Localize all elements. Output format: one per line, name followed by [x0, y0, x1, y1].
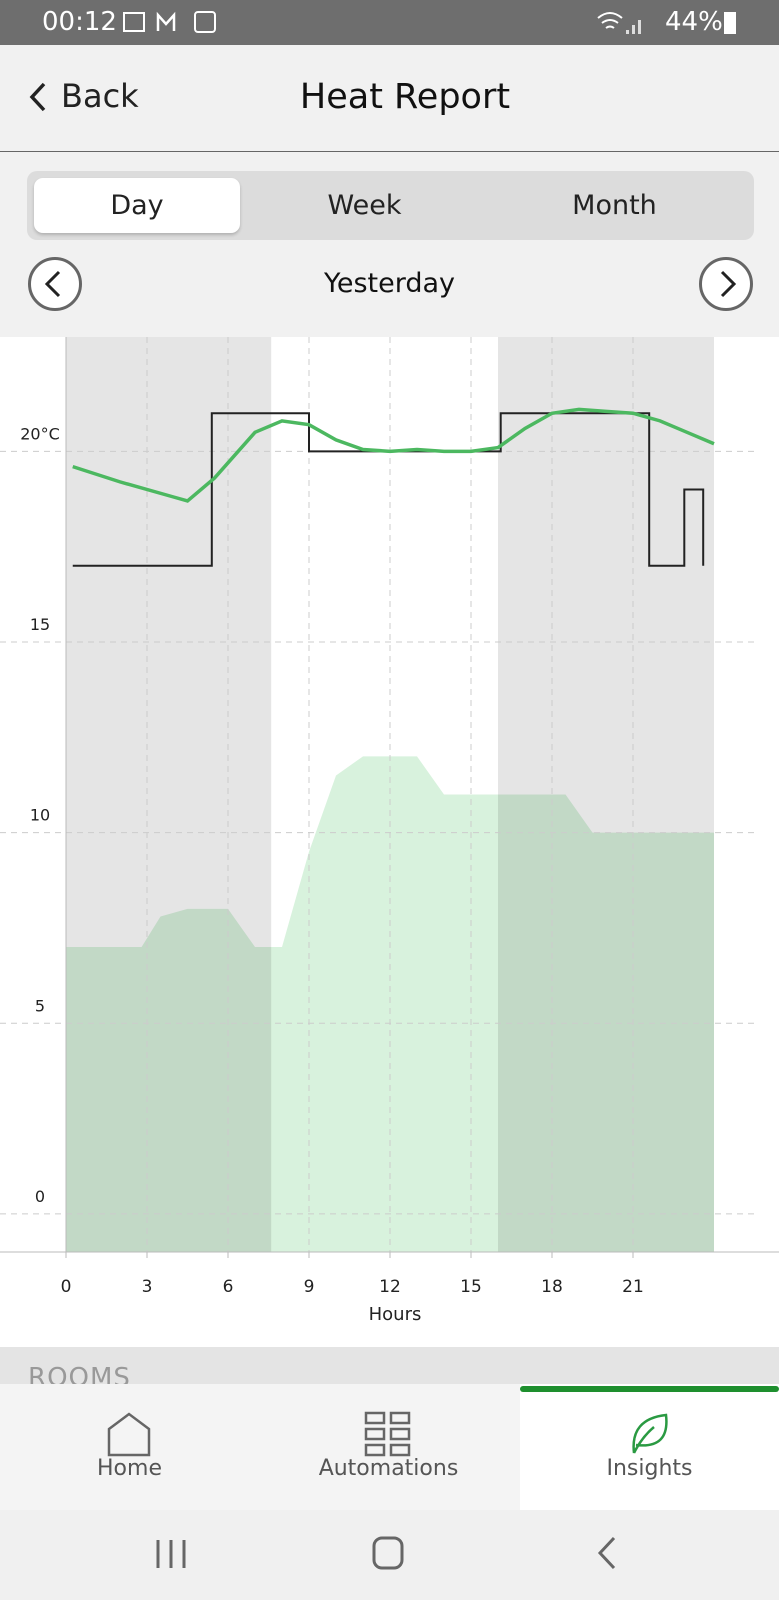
y-tick-label: 15	[30, 615, 50, 634]
x-tick-label: 21	[622, 1277, 644, 1297]
line	[72, 412, 705, 567]
bottom-nav: Home Automations Insights	[0, 1384, 779, 1510]
y-tick-label: 5	[35, 996, 45, 1015]
next-button[interactable]	[699, 257, 753, 311]
clock: 00:12	[42, 7, 117, 37]
tab-month[interactable]: Month	[572, 190, 657, 221]
x-tick-label: 18	[541, 1277, 563, 1297]
period-label: Yesterday	[323, 268, 456, 299]
band	[498, 337, 714, 1252]
x-tick-label: 3	[142, 1277, 153, 1297]
nav-label: Home	[97, 1456, 162, 1481]
battery-text: 44%	[665, 7, 723, 37]
status-icons	[123, 11, 216, 33]
x-tick-label: 12	[379, 1277, 401, 1297]
nav-label: Automations	[318, 1456, 459, 1481]
rooms-section: ROOMS	[0, 1347, 779, 1385]
nav-automations[interactable]: Automations	[259, 1384, 518, 1510]
y-tick-label: 20°C	[20, 424, 60, 443]
x-tick-label: 0	[61, 1277, 72, 1297]
y-tick-label: 0	[35, 1187, 45, 1206]
tab-bar: Day Week Month	[27, 171, 754, 240]
x-tick-label: 15	[460, 1277, 482, 1297]
tab-day[interactable]: Day	[34, 178, 240, 233]
nav-label: Insights	[606, 1456, 693, 1481]
system-nav	[0, 1510, 779, 1600]
header: Back Heat Report	[0, 45, 779, 152]
prev-button[interactable]	[28, 257, 82, 311]
status-bar: 00:12 44%	[0, 0, 779, 45]
back-button[interactable]: Back	[61, 77, 139, 115]
nav-home[interactable]: Home	[0, 1384, 259, 1510]
line	[72, 407, 715, 503]
x-tick-label: 9	[304, 1277, 315, 1297]
back-icon[interactable]	[28, 81, 48, 113]
controls: Day Week Month Yesterday	[0, 152, 779, 337]
battery-icon	[724, 12, 736, 34]
chart: 0 5 10 15 20°C 0 3 6 9 12 15 18 21 Hours	[0, 337, 779, 1325]
tab-week[interactable]: Week	[327, 190, 402, 221]
section-title: ROOMS	[28, 1363, 131, 1385]
y-tick-label: 10	[30, 806, 50, 825]
title: Heat Report	[299, 77, 511, 117]
x-axis-label: Hours	[369, 1304, 422, 1325]
signal-icons	[597, 12, 641, 34]
band	[66, 337, 272, 1252]
x-tick-label: 6	[223, 1277, 234, 1297]
nav-insights[interactable]: Insights	[520, 1384, 779, 1510]
